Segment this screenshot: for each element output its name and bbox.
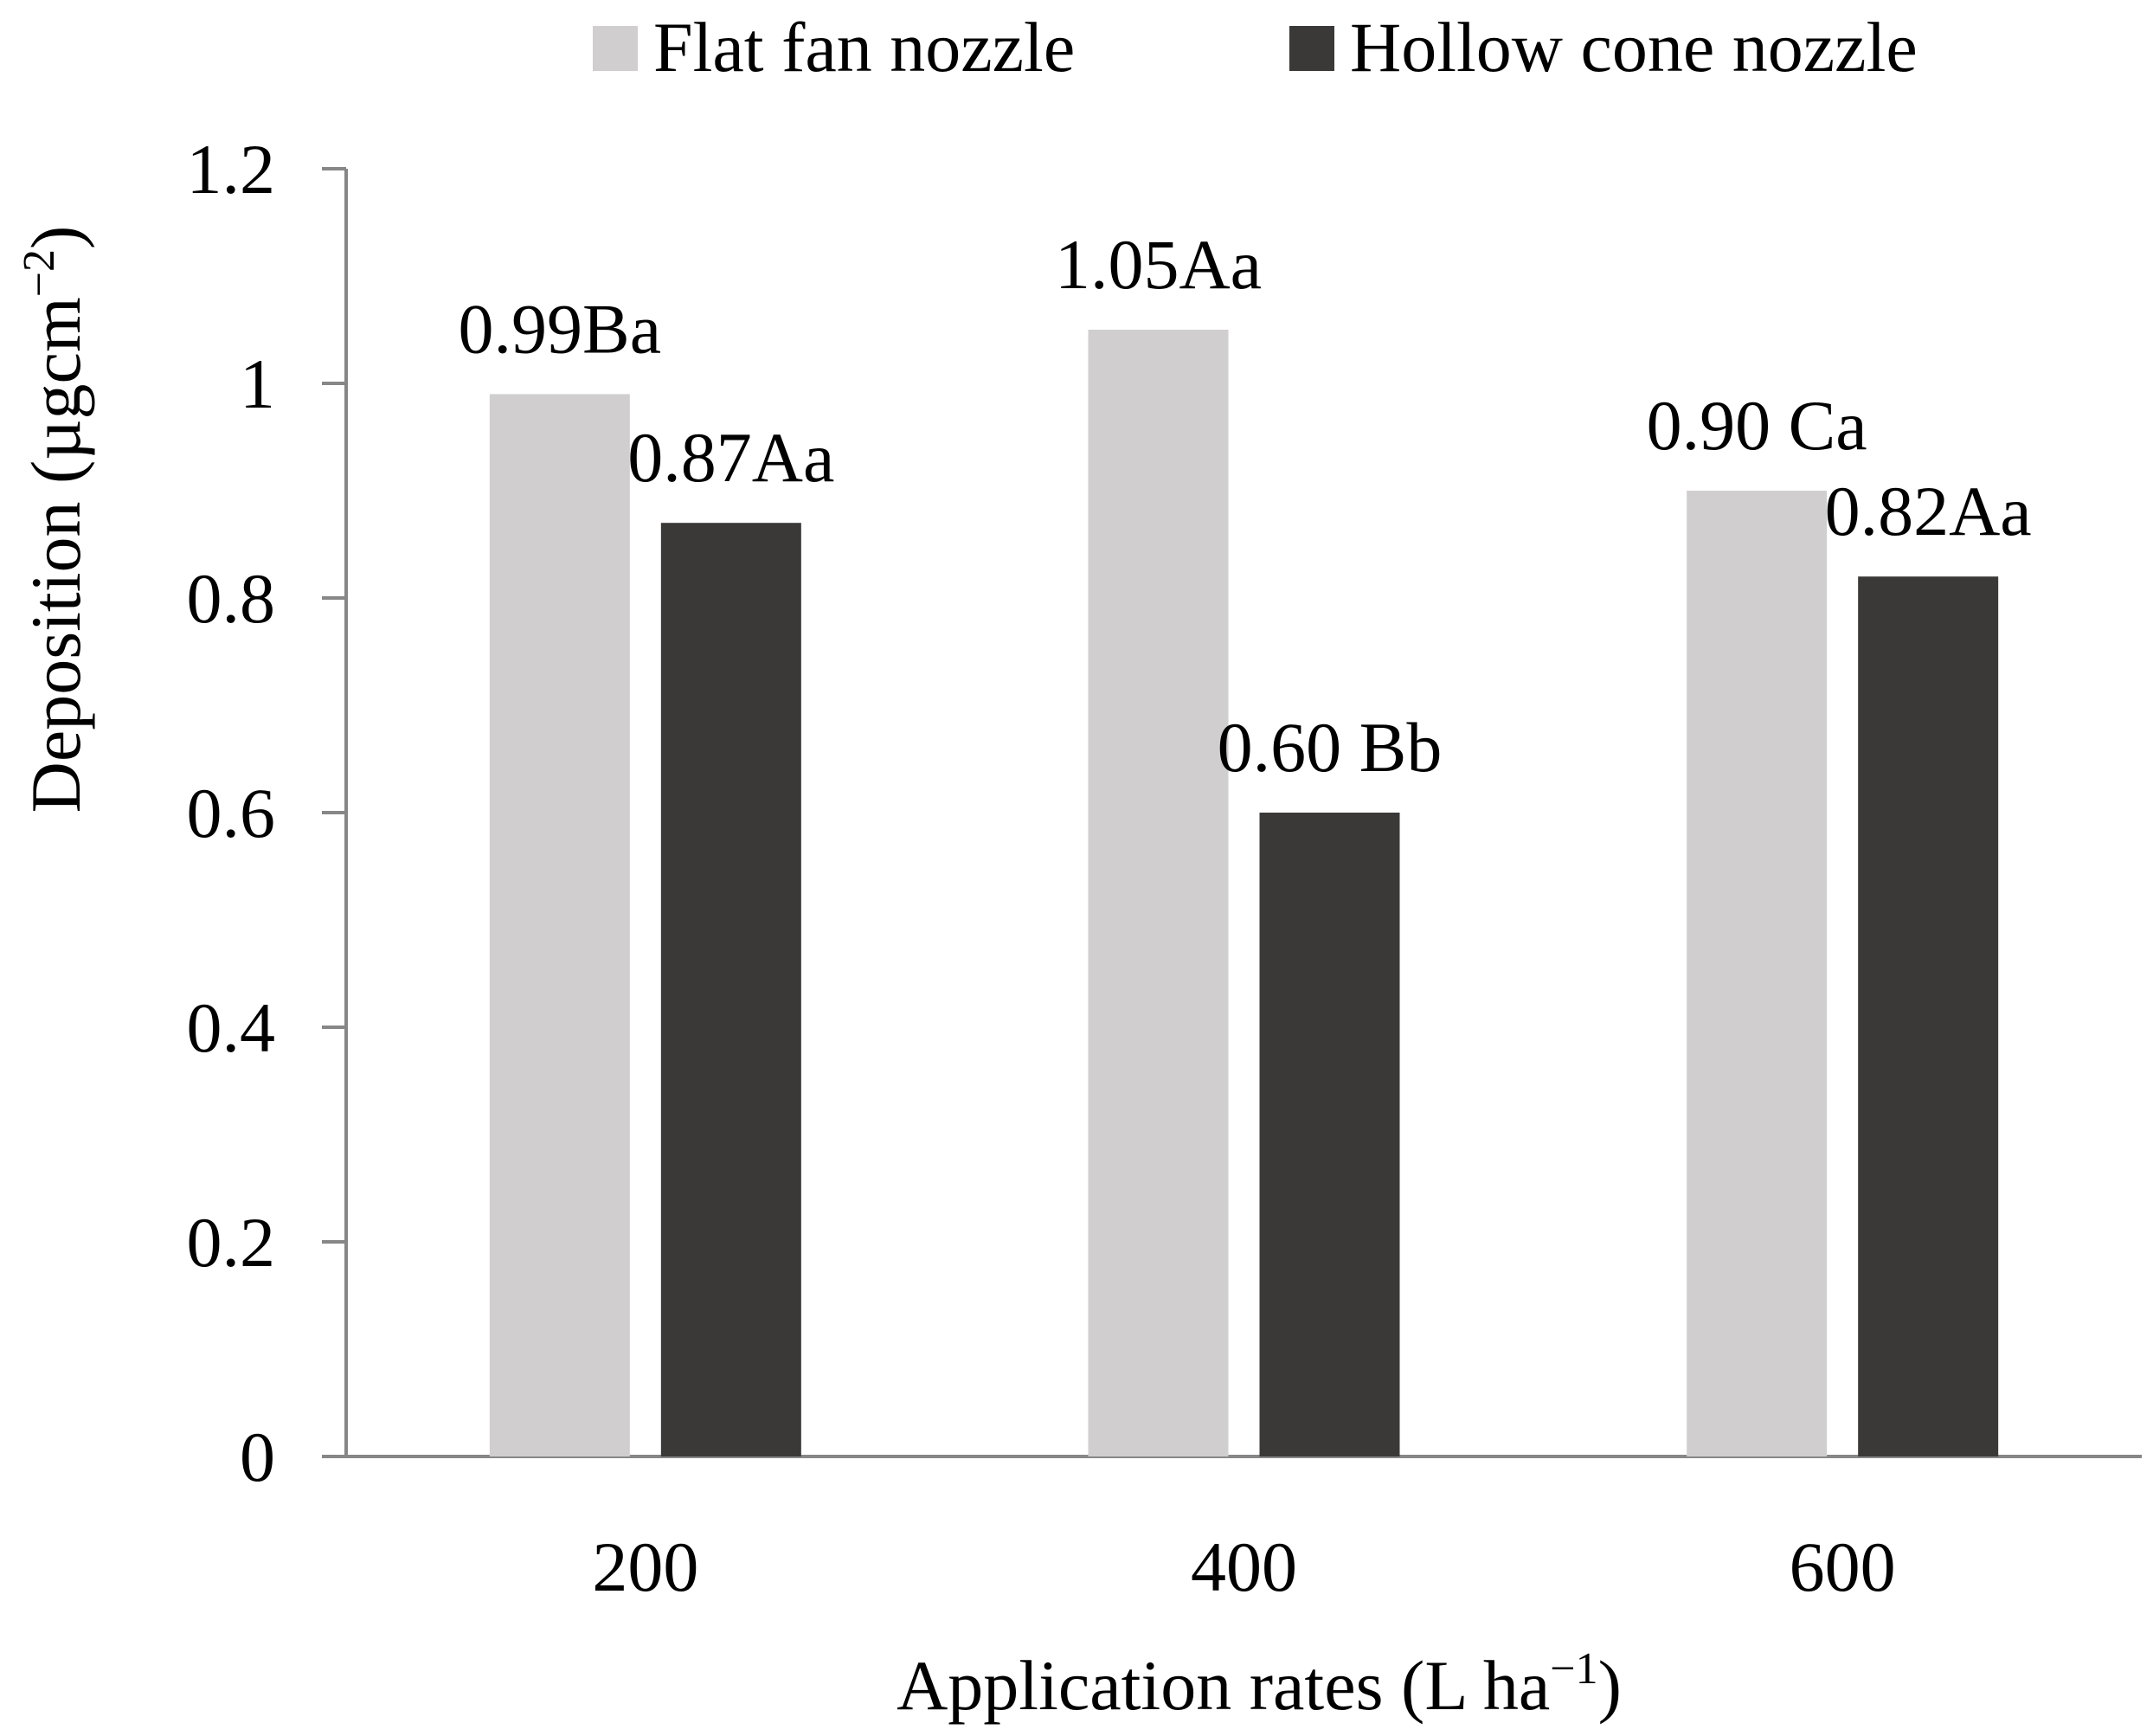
bar-labels: 0.99Ba 0.87Aa 1.05Aa 0.60 Bb 0.90 Ca0.82Aa — [459, 225, 2032, 787]
bar-hollow-cone-600 — [1858, 576, 1999, 1456]
legend-label-flat-fan: Flat fan nozzle — [653, 8, 1075, 87]
x-axis-title-sup: −1 — [1550, 1644, 1597, 1694]
x-axis-title: Application rates (L ha−1) — [897, 1644, 1622, 1725]
bar-flat-fan-200 — [489, 394, 630, 1456]
y-axis-title-close: ) — [16, 226, 95, 249]
y-tick-label: 0.6 — [187, 774, 276, 852]
bar-flat-fan-600 — [1687, 491, 1828, 1456]
y-axis-title-sup: −2 — [15, 249, 64, 297]
y-tick-label: 0.2 — [187, 1203, 276, 1282]
x-axis-title-close: ) — [1598, 1646, 1622, 1725]
y-axis-title-main: Deposition (µgcm — [16, 297, 95, 813]
y-tick-label: 0 — [240, 1418, 275, 1496]
bar-flat-fan-400 — [1088, 330, 1229, 1456]
y-tick-label: 0.8 — [187, 559, 276, 638]
data-label: 0.87Aa — [627, 418, 834, 497]
data-label: 0.99Ba — [459, 289, 662, 368]
x-axis-title-main: Application rates (L ha — [897, 1646, 1550, 1725]
bar-hollow-cone-400 — [1259, 813, 1400, 1456]
data-label: 0.82Aa — [1825, 472, 2032, 550]
legend-label-hollow-cone: Hollow cone nozzle — [1350, 8, 1918, 87]
data-label: 0.60 Bb — [1218, 708, 1443, 787]
y-tick-label: 1 — [240, 344, 275, 423]
bars — [489, 330, 1999, 1457]
y-axis-title: Deposition (µgcm−2) — [15, 226, 95, 813]
x-tick-label: 200 — [592, 1527, 698, 1606]
axes: 0 0.2 0.4 0.6 0.8 1 1.2 200 400 600 — [187, 130, 2142, 1606]
bar-hollow-cone-200 — [660, 523, 801, 1457]
data-label: 1.05Aa — [1055, 225, 1262, 304]
y-tick-label: 0.4 — [187, 988, 276, 1067]
x-tick-label: 600 — [1790, 1527, 1896, 1606]
legend: Flat fan nozzle Hollow cone nozzle — [593, 8, 1918, 87]
legend-swatch-hollow-cone — [1289, 26, 1334, 71]
legend-swatch-flat-fan — [593, 26, 638, 71]
data-label: 0.90 Ca — [1647, 386, 1867, 465]
y-tick-label: 1.2 — [187, 130, 276, 209]
x-tick-label: 400 — [1191, 1527, 1297, 1606]
